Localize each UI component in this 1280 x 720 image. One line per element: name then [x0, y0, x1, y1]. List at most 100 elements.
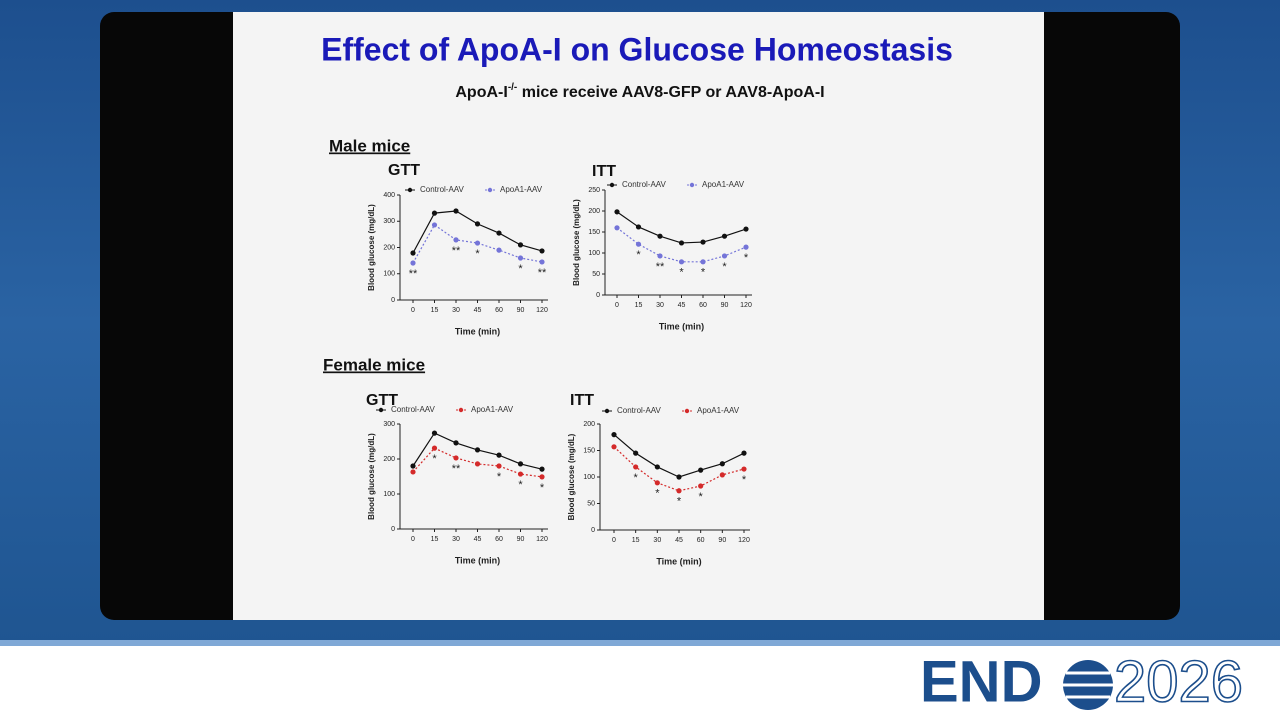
x-tick-label: 45 [474, 307, 482, 314]
data-point [678, 240, 685, 246]
data-point [410, 469, 416, 475]
x-tick-label: 60 [697, 537, 705, 544]
chart-title: ITT [570, 392, 594, 409]
x-tick-label: 90 [721, 302, 729, 309]
data-point [431, 222, 438, 228]
logo-right: 2026 [1114, 649, 1243, 714]
slide-subtitle: ApoA-I-/- mice receive AAV8-GFP or AAV8-… [455, 82, 824, 102]
data-point [539, 474, 545, 480]
y-tick-label: 50 [587, 500, 595, 507]
y-axis-label: Blood glucose (mg/dL) [367, 433, 376, 520]
legend-label: ApoA1-AAV [697, 406, 740, 415]
x-tick-label: 30 [452, 307, 460, 314]
significance-mark: ** [452, 245, 461, 257]
significance-mark: ** [656, 261, 665, 273]
data-point [700, 239, 706, 245]
legend-label: ApoA1-AAV [471, 405, 514, 414]
significance-mark: * [497, 471, 502, 483]
data-point [678, 259, 685, 265]
y-tick-label: 0 [596, 292, 600, 299]
data-point [614, 225, 620, 231]
y-tick-label: 100 [383, 271, 395, 278]
significance-mark: ** [538, 267, 547, 279]
legend-marker [684, 408, 690, 414]
x-tick-label: 0 [612, 537, 616, 544]
group-label: Female mice [323, 355, 425, 374]
y-tick-label: 200 [383, 244, 395, 251]
slide [233, 12, 1044, 620]
significance-mark: * [634, 472, 639, 484]
data-point [474, 221, 481, 227]
data-point [474, 240, 481, 246]
x-tick-label: 30 [452, 536, 460, 543]
y-tick-label: 100 [383, 491, 395, 498]
x-axis-label: Time (min) [455, 326, 500, 336]
y-tick-label: 0 [391, 297, 395, 304]
data-point [496, 463, 502, 469]
data-point [633, 450, 639, 456]
data-point [431, 445, 438, 451]
significance-mark: * [655, 488, 660, 500]
significance-mark: * [475, 248, 480, 260]
significance-mark: * [744, 252, 749, 264]
x-tick-label: 0 [411, 307, 415, 314]
legend-marker [407, 187, 413, 193]
x-tick-label: 90 [718, 537, 726, 544]
x-tick-label: 0 [615, 302, 619, 309]
data-point [635, 241, 642, 247]
subtitle-superscript: -/- [508, 82, 517, 93]
x-tick-label: 15 [632, 537, 640, 544]
data-point [721, 253, 728, 259]
data-point [517, 255, 524, 261]
data-point [654, 480, 660, 486]
y-axis-label: Blood glucose (mg/dL) [567, 433, 576, 520]
y-tick-label: 0 [391, 526, 395, 533]
legend-marker [604, 408, 610, 414]
legend-label: ApoA1-AAV [500, 185, 543, 194]
y-axis-label: Blood glucose (mg/dL) [367, 204, 376, 291]
legend-marker [609, 182, 615, 188]
x-tick-label: 45 [474, 536, 482, 543]
data-point [517, 471, 524, 477]
data-point [741, 466, 747, 472]
chart-title: GTT [388, 162, 420, 179]
y-tick-label: 100 [588, 250, 600, 257]
x-tick-label: 45 [678, 302, 686, 309]
y-tick-label: 150 [588, 229, 600, 236]
data-point [719, 472, 725, 478]
legend-label: Control-AAV [420, 185, 465, 194]
y-tick-label: 300 [383, 421, 395, 428]
significance-mark: * [699, 491, 704, 503]
data-point [410, 463, 416, 469]
legend-label: ApoA1-AAV [702, 180, 745, 189]
data-point [721, 233, 728, 239]
slide-title: Effect of ApoA-I on Glucose Homeostasis [321, 31, 953, 67]
y-tick-label: 50 [592, 271, 600, 278]
series-line [412, 210, 543, 254]
data-point [517, 242, 524, 248]
data-point [539, 259, 545, 265]
data-point [676, 488, 682, 494]
data-point [743, 226, 749, 232]
significance-mark: * [677, 496, 682, 508]
x-tick-label: 120 [536, 536, 548, 543]
x-tick-label: 90 [517, 536, 525, 543]
data-point [657, 253, 663, 259]
data-point [719, 461, 725, 467]
chart-title: ITT [592, 163, 616, 180]
significance-mark: * [432, 453, 437, 465]
x-tick-label: 90 [517, 307, 525, 314]
legend-marker [689, 182, 695, 188]
logo-left: END [920, 649, 1042, 714]
significance-mark: * [722, 261, 727, 273]
data-point [654, 464, 660, 470]
significance-mark: * [518, 479, 523, 491]
data-point [676, 474, 682, 480]
data-point [410, 260, 416, 266]
x-tick-label: 15 [635, 302, 643, 309]
group-label: Male mice [329, 136, 410, 155]
y-tick-label: 300 [383, 218, 395, 225]
legend-marker [378, 407, 384, 413]
